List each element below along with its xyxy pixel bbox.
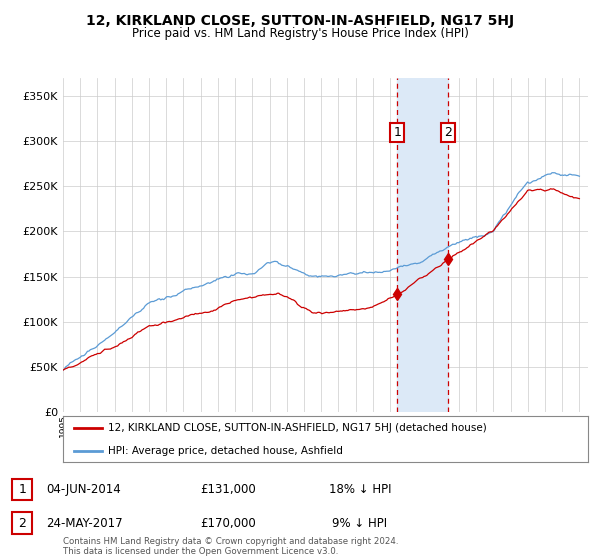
Text: 04-JUN-2014: 04-JUN-2014	[47, 483, 121, 496]
Bar	[397, 78, 448, 412]
Text: 1: 1	[394, 126, 401, 139]
Text: Contains HM Land Registry data © Crown copyright and database right 2024.: Contains HM Land Registry data © Crown c…	[63, 538, 398, 547]
Text: 2: 2	[444, 126, 452, 139]
Text: 12, KIRKLAND CLOSE, SUTTON-IN-ASHFIELD, NG17 5HJ: 12, KIRKLAND CLOSE, SUTTON-IN-ASHFIELD, …	[86, 14, 514, 28]
Text: £170,000: £170,000	[200, 516, 256, 530]
Text: Price paid vs. HM Land Registry's House Price Index (HPI): Price paid vs. HM Land Registry's House …	[131, 27, 469, 40]
Text: This data is licensed under the Open Government Licence v3.0.: This data is licensed under the Open Gov…	[63, 548, 338, 557]
Text: £131,000: £131,000	[200, 483, 256, 496]
Text: 24-MAY-2017: 24-MAY-2017	[46, 516, 122, 530]
Text: 18% ↓ HPI: 18% ↓ HPI	[329, 483, 391, 496]
Text: HPI: Average price, detached house, Ashfield: HPI: Average price, detached house, Ashf…	[107, 446, 343, 455]
Text: 2: 2	[18, 516, 26, 530]
Text: 9% ↓ HPI: 9% ↓ HPI	[332, 516, 388, 530]
Text: 1: 1	[18, 483, 26, 496]
Text: 12, KIRKLAND CLOSE, SUTTON-IN-ASHFIELD, NG17 5HJ (detached house): 12, KIRKLAND CLOSE, SUTTON-IN-ASHFIELD, …	[107, 423, 487, 432]
